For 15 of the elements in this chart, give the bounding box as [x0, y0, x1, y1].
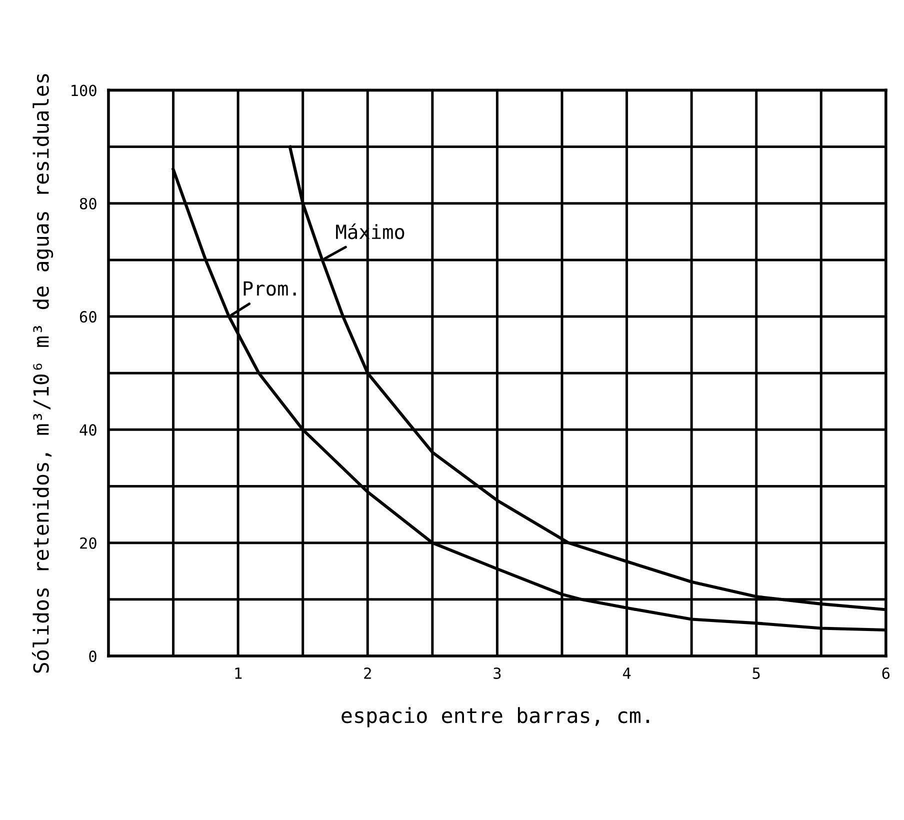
y-tick-label: 20 — [80, 537, 96, 549]
y-tick-label: 0 — [89, 650, 96, 662]
y-axis-title: Sólidos retenidos, m³/10⁶ m³ de aguas residuales — [32, 74, 54, 673]
x-tick-label: 1 — [235, 668, 242, 679]
y-tick-label: 40 — [80, 424, 96, 436]
series-label: Prom. — [244, 281, 296, 296]
y-tick-label: 80 — [80, 198, 96, 210]
x-tick-label: 5 — [752, 668, 760, 680]
x-tick-label: 3 — [494, 667, 501, 680]
y-tick-label: 60 — [80, 311, 96, 323]
x-tick-label: 2 — [364, 667, 371, 679]
x-tick-label: 4 — [622, 668, 631, 679]
x-axis-title: espacio entre barras, cm. — [342, 707, 649, 728]
y-tick-label: 100 — [72, 84, 96, 96]
x-tick-label: 6 — [882, 667, 890, 680]
